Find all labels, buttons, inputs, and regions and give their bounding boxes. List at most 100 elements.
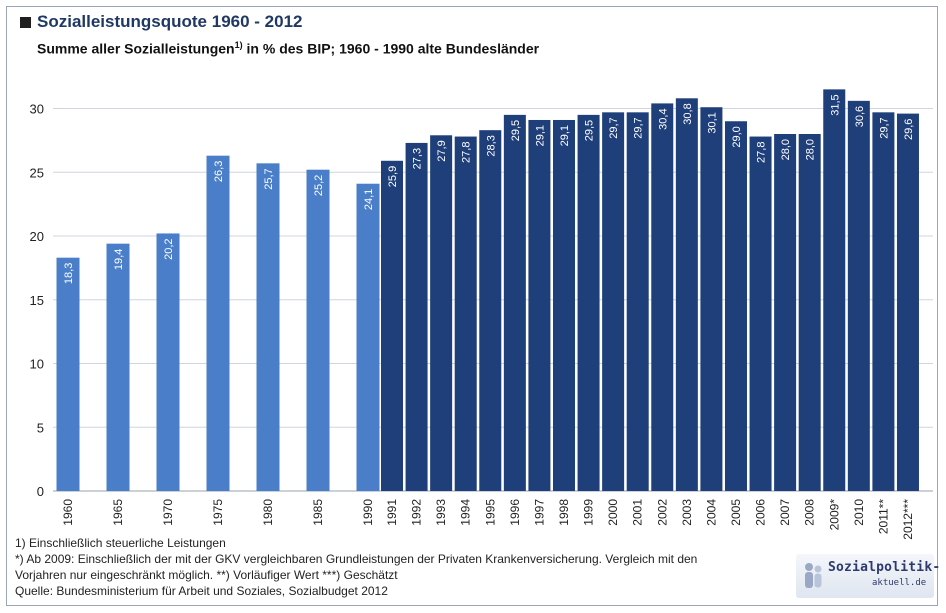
- chart-title: Sozialleistungsquote 1960 - 2012: [37, 12, 303, 31]
- bar-value-label: 29,6: [903, 119, 915, 140]
- x-tick-label: 1992: [410, 499, 424, 526]
- bar: [405, 142, 428, 492]
- bar-value-label: 30,1: [706, 112, 718, 133]
- footnote-2: *) Ab 2009: Einschließlich der mit der G…: [15, 552, 698, 566]
- bar: [602, 112, 625, 491]
- bar: [156, 233, 180, 491]
- bar-value-label: 24,1: [363, 189, 375, 210]
- bar-value-label: 19,4: [113, 249, 125, 270]
- x-tick-label: 1985: [311, 499, 325, 526]
- bar: [106, 243, 130, 491]
- x-tick-label: 1995: [483, 499, 497, 526]
- title-bullet: [20, 16, 31, 28]
- x-tick-label: 2009*: [827, 499, 841, 531]
- bar-value-label: 29,5: [510, 120, 522, 141]
- y-tick-label: 0: [37, 484, 44, 499]
- x-tick-label: 1996: [508, 499, 522, 526]
- y-tick-label: 20: [30, 229, 44, 244]
- bar-value-label: 27,8: [461, 142, 473, 163]
- x-tick-label: 2011**: [876, 499, 890, 534]
- x-tick-label: 1993: [434, 499, 448, 526]
- subtitle-footnote-mark: 1): [234, 40, 243, 50]
- subtitle-text-rest: in % des BIP; 1960 - 1990 alte Bundeslän…: [242, 40, 540, 57]
- x-tick-label: 1970: [161, 499, 175, 526]
- bar-value-label: 28,3: [485, 135, 497, 156]
- bar-value-label: 31,5: [829, 94, 841, 115]
- bar-value-label: 30,6: [854, 106, 866, 127]
- bar-value-label: 29,1: [559, 125, 571, 146]
- bar: [847, 100, 870, 491]
- bar: [798, 134, 821, 491]
- x-tick-label: 2004: [704, 499, 718, 526]
- logo: Sozialpolitik- aktuell.de: [796, 554, 940, 598]
- bar-value-label: 18,3: [63, 263, 75, 284]
- bar-value-label: 26,3: [213, 161, 225, 182]
- x-tick-label: 1965: [111, 499, 125, 526]
- x-tick-label: 2003: [680, 499, 694, 526]
- footnotes: 1) Einschließlich steuerliche Leistungen…: [15, 535, 697, 599]
- y-tick-label: 5: [37, 420, 44, 435]
- subtitle-text: Summe aller Sozialleistungen: [37, 40, 235, 57]
- people-icon: [805, 563, 822, 588]
- bar-value-label: 29,5: [584, 120, 596, 141]
- x-tick-label: 1975: [211, 499, 225, 526]
- bar: [774, 134, 797, 491]
- bar-value-label: 27,9: [436, 140, 448, 161]
- x-tick-label: 1997: [532, 499, 546, 526]
- bar-value-label: 30,4: [657, 108, 669, 129]
- bar: [749, 136, 772, 492]
- bar: [823, 89, 846, 491]
- bar: [56, 257, 80, 491]
- x-tick-label: 2007: [778, 499, 792, 526]
- x-tick-label: 2005: [729, 499, 743, 526]
- x-tick-label: 1994: [459, 499, 473, 526]
- bar: [700, 107, 723, 491]
- x-tick-label: 1999: [582, 499, 596, 526]
- x-tick-label: 2001: [631, 499, 645, 526]
- x-tick-label: 2008: [803, 499, 817, 526]
- bar-value-label: 29,7: [878, 117, 890, 138]
- x-tick-label: 1990: [361, 499, 375, 526]
- bar: [206, 155, 230, 492]
- bar-value-label: 27,3: [412, 148, 424, 169]
- y-tick-label: 25: [30, 165, 44, 180]
- title-row: Sozialleistungsquote 1960 - 2012: [20, 12, 302, 32]
- bar: [454, 136, 477, 492]
- y-tick-label: 30: [30, 102, 44, 117]
- bar: [479, 130, 502, 492]
- bar: [356, 183, 380, 491]
- bar-value-label: 20,2: [163, 238, 175, 259]
- bar-value-label: 25,2: [313, 175, 325, 196]
- footnote-3: Vorjahren nur eingeschränkt möglich. **)…: [15, 568, 398, 582]
- bar-value-label: 25,9: [387, 166, 399, 187]
- bar: [626, 112, 649, 491]
- y-tick-label: 10: [30, 357, 44, 372]
- bar: [896, 113, 919, 491]
- bar: [651, 103, 674, 492]
- bar-value-label: 27,8: [756, 142, 768, 163]
- bar: [503, 114, 526, 491]
- x-tick-label: 1960: [61, 499, 75, 526]
- bar-value-label: 30,8: [682, 103, 694, 124]
- bar: [872, 112, 895, 491]
- logo-main-text: Sozialpolitik-: [828, 560, 941, 575]
- y-tick-label: 15: [30, 293, 44, 308]
- x-tick-label: 2002: [655, 499, 669, 526]
- bar: [430, 135, 453, 491]
- x-tick-label: 2010: [852, 499, 866, 526]
- bar: [381, 160, 403, 491]
- bar: [552, 119, 575, 491]
- bar: [256, 163, 280, 491]
- bar-value-label: 28,0: [780, 139, 792, 160]
- bar: [675, 98, 698, 492]
- bar-value-label: 29,0: [731, 126, 743, 147]
- x-tick-label: 1998: [557, 499, 571, 526]
- bar: [306, 169, 330, 491]
- bar: [577, 114, 600, 491]
- bar-value-label: 29,1: [534, 125, 546, 146]
- bar: [528, 119, 551, 491]
- chart-subtitle: Summe aller Sozialleistungen1) in % des …: [37, 40, 539, 57]
- x-tick-label: 2012***: [901, 499, 915, 540]
- bar-value-label: 28,0: [805, 139, 817, 160]
